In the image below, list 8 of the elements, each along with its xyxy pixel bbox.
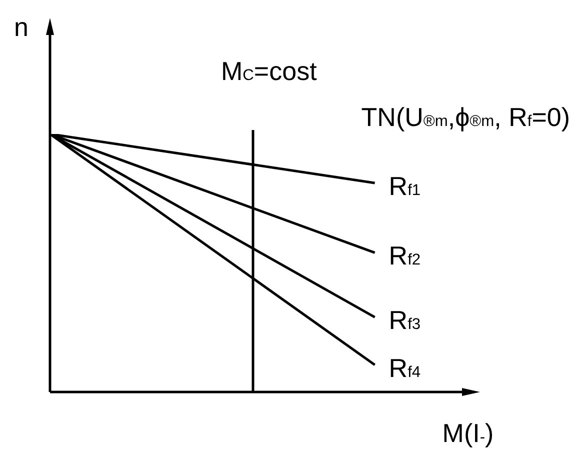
series-label: Rf4 bbox=[388, 352, 421, 383]
series-label: Rf3 bbox=[388, 305, 421, 336]
x-axis-title: M(I-) bbox=[442, 418, 494, 448]
text: MC=cost bbox=[221, 56, 318, 86]
series-label: Rf1 bbox=[388, 171, 421, 202]
text: TN(U®m,ϕ®m, Rf=0) bbox=[361, 102, 570, 132]
y-axis-title: n bbox=[14, 12, 28, 42]
series-label: Rf2 bbox=[388, 240, 421, 271]
